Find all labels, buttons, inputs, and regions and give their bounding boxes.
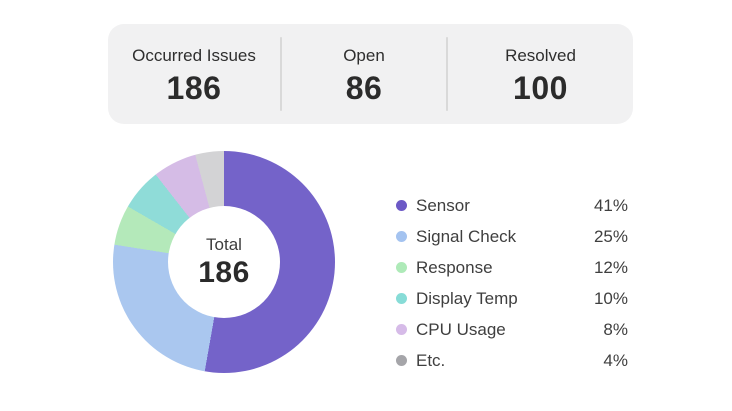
legend-percent: 25% [593,226,628,246]
legend-percent: 41% [593,195,628,215]
stat-label: Resolved [505,45,576,65]
stats-bar: Occurred Issues 186 Open 86 Resolved 100 [108,24,633,124]
legend-dot-icon [396,200,407,211]
donut-hole: Total 186 [168,206,280,318]
donut-chart: Total 186 [113,151,335,373]
stat-open: Open 86 [282,43,446,106]
legend-row-response: Response 12% [396,252,628,283]
stat-value: 186 [166,69,222,106]
chart-legend: Sensor 41% Signal Check 25% Response 12%… [396,190,628,376]
divider [280,37,282,111]
stat-value: 86 [345,69,383,106]
legend-percent: 8% [603,319,628,339]
legend-row-etc: Etc. 4% [396,345,628,376]
divider [446,37,448,111]
legend-label: Response [416,257,493,277]
legend-dot-icon [396,355,407,366]
legend-percent: 10% [593,288,628,308]
legend-row-cpu-usage: CPU Usage 8% [396,314,628,345]
legend-row-display-temp: Display Temp 10% [396,283,628,314]
legend-row-signal-check: Signal Check 25% [396,221,628,252]
stat-resolved: Resolved 100 [448,43,633,106]
legend-label: Display Temp [416,288,518,308]
legend-label: CPU Usage [416,319,506,339]
stat-value: 100 [513,69,568,106]
donut-center-value: 186 [198,256,250,289]
legend-dot-icon [396,231,407,242]
stat-label: Occurred Issues [132,45,256,65]
legend-percent: 4% [603,350,628,370]
donut-center-label: Total [206,235,242,254]
stat-occurred-issues: Occurred Issues 186 [108,43,280,106]
legend-percent: 12% [593,257,628,277]
stat-label: Open [343,45,385,65]
legend-label: Sensor [416,195,470,215]
legend-label: Etc. [416,350,446,370]
legend-dot-icon [396,262,407,273]
legend-row-sensor: Sensor 41% [396,190,628,221]
legend-label: Signal Check [416,226,517,246]
legend-dot-icon [396,293,407,304]
legend-dot-icon [396,324,407,335]
